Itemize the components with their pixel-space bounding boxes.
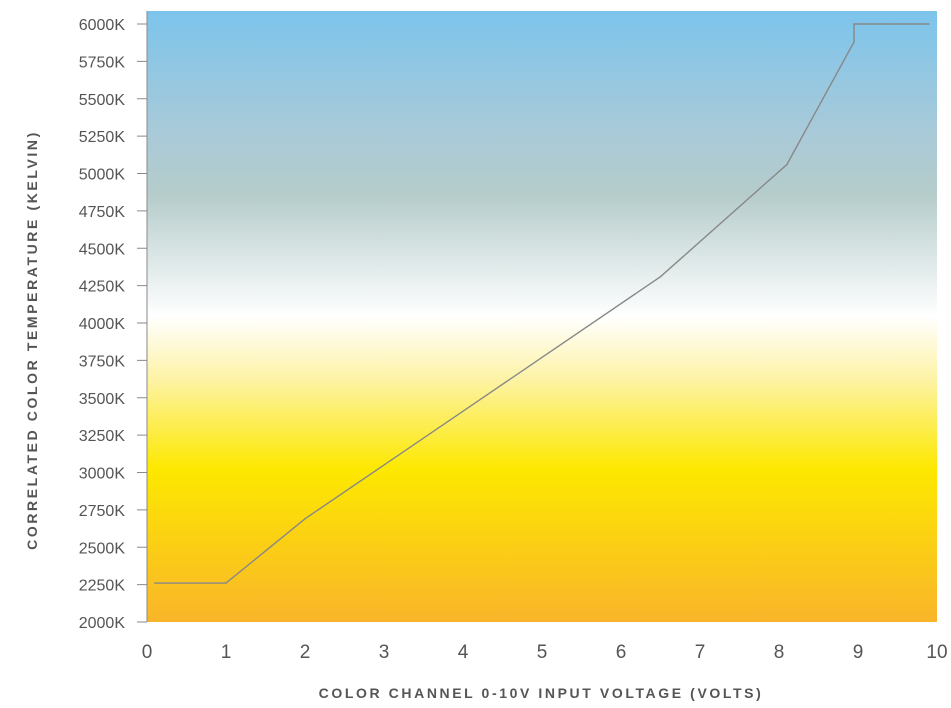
- y-tick-label: 3500K: [79, 391, 126, 408]
- x-tick-label: 10: [926, 642, 947, 663]
- x-tick-label: 3: [379, 642, 390, 663]
- y-axis-ticks: 2000K 2250K 2500K 2750K 3000K 3250K 3500K 3750K…: [79, 17, 147, 632]
- x-axis-title: COLOR CHANNEL 0-10V INPUT VOLTAGE (VOLTS…: [319, 685, 764, 701]
- series-layer: [154, 23, 930, 584]
- y-tick-label: 5750K: [79, 54, 126, 71]
- x-tick-label: 0: [142, 642, 153, 663]
- series-point: [659, 275, 662, 278]
- y-tick-label: 4750K: [79, 204, 126, 221]
- series-point: [853, 41, 855, 43]
- y-tick-label: 2750K: [79, 503, 126, 520]
- x-tick-label: 4: [458, 642, 469, 663]
- y-tick-label: 5250K: [79, 129, 126, 146]
- x-tick-label: 2: [300, 642, 311, 663]
- plot-area-background: [147, 11, 937, 622]
- x-tick-label: 9: [853, 642, 864, 663]
- x-tick-label: 6: [616, 642, 627, 663]
- y-tick-label: 3250K: [79, 428, 126, 445]
- y-tick-label: 6000K: [79, 17, 126, 34]
- y-tick-label: 2500K: [79, 540, 126, 557]
- x-tick-label: 8: [774, 642, 785, 663]
- series-line-0: [154, 23, 930, 584]
- x-tick-label: 7: [695, 642, 706, 663]
- y-tick-label: 4500K: [79, 241, 126, 258]
- series-point: [928, 23, 930, 25]
- y-tick-label: 4250K: [79, 279, 126, 296]
- y-axis-title: CORRELATED COLOR TEMPERATURE (KELVIN): [24, 130, 40, 550]
- x-axis-ticks: 0 1 2 3 4 5 6 7 8 9 10: [142, 642, 948, 663]
- x-tick-label: 5: [537, 642, 548, 663]
- y-tick-label: 2000K: [79, 615, 126, 632]
- series-point: [853, 23, 855, 25]
- series-point: [786, 163, 788, 166]
- y-tick-label: 5500K: [79, 92, 126, 109]
- y-tick-label: 5000K: [79, 167, 126, 184]
- y-tick-label: 4000K: [79, 316, 126, 333]
- y-tick-label: 3000K: [79, 466, 126, 483]
- series-point: [225, 582, 227, 584]
- x-tick-label: 1: [221, 642, 232, 663]
- y-tick-label: 2250K: [79, 578, 126, 595]
- series-point: [304, 518, 306, 520]
- y-tick-label: 3750K: [79, 353, 126, 370]
- series-point: [154, 582, 156, 584]
